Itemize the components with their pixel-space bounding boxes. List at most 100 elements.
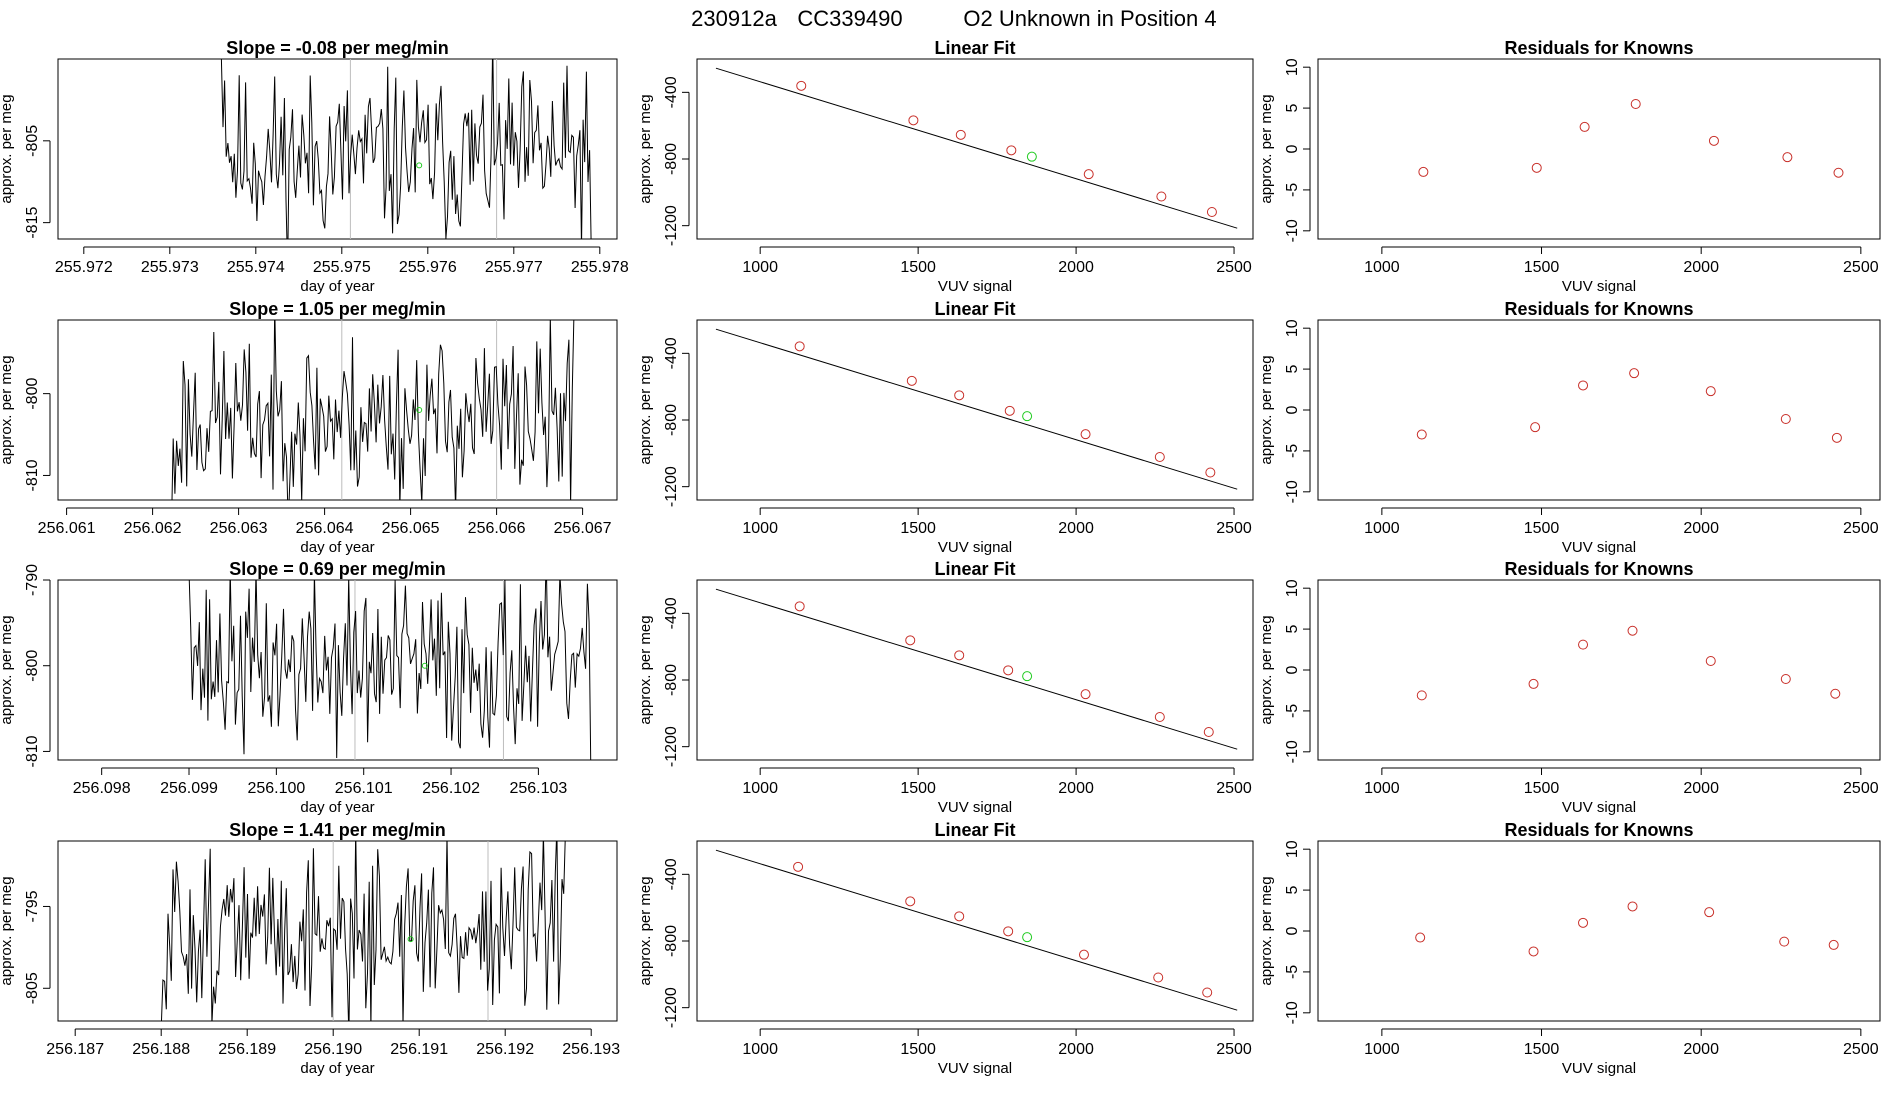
resid-r1-y-tick-label: 0 [1284,405,1301,414]
fit-r3-title: Linear Fit [934,820,1015,840]
trace-r2-x-tick-label: 256.098 [73,780,131,797]
resid-r0-residual-point [1833,167,1844,178]
resid-r1-x-tick-label: 2000 [1683,520,1719,537]
fit-r2-y-tick-label: -1200 [663,726,680,767]
fit-r2-known-point [1080,689,1091,700]
trace-r3-x-tick-label: 256.191 [390,1041,448,1058]
resid-r3-residual-point [1704,907,1715,918]
resid-r3-x-tick-label: 2000 [1683,1041,1719,1058]
resid-r0-residual-point [1630,99,1641,109]
trace-r2-x-tick-label: 256.100 [247,780,305,797]
resid-r2-frame [1317,579,1881,761]
trace-r3-x-tick-label: 256.188 [132,1041,190,1058]
trace-r3-x-tick-label: 256.187 [46,1041,104,1058]
fit-r2-known-point [1154,712,1165,722]
resid-r0-x-tick-label: 2500 [1843,259,1879,276]
resid-r1-title: Residuals for Knowns [1504,299,1693,319]
resid-r3-y-tick-label: 5 [1284,886,1301,895]
resid-r3-residual-point [1415,932,1426,943]
trace-r1-frame [57,319,618,501]
title-cylinder: CC339490 [797,6,902,31]
resid-r2-y-tick-label: -5 [1284,704,1301,718]
fit-r0-x-tick-label: 2500 [1216,259,1252,276]
resid-r0-frame [1317,58,1881,240]
trace-r1-unknown-marker [416,407,423,413]
resid-r0-y-tick-label: 5 [1284,104,1301,113]
resid-r2-y-label: approx. per meg [1258,615,1275,724]
resid-r3-y-tick-label: -10 [1284,1001,1301,1024]
resid-r3-y-tick-label: 0 [1284,926,1301,935]
resid-r0-residual-point [1579,121,1590,132]
resid-r0-residual-point [1418,166,1429,177]
fit-r3-x-tick-label: 1000 [742,1041,778,1058]
resid-r2-y-tick-label: -10 [1284,740,1301,763]
fit-r0-plot-area [715,67,1238,229]
fit-r2-y-label: approx. per meg [637,615,654,724]
fit-r0-known-point [908,115,919,126]
resid-r2-residual-point [1705,656,1716,666]
fit-r0-known-point [1006,145,1017,156]
fit-r1-frame [696,319,1254,501]
fit-r3-panel: Linear Fit 1000 1500 2000 2500 VUV signal -400… [637,820,1254,1077]
fit-r1-known-point [906,375,917,386]
trace-r3-unknown-marker [407,936,414,943]
panel-grid: Slope = -0.08 per meg/min 255.972 255.973 2… [0,38,1881,1077]
fit-r3-x-tick-label: 2000 [1058,1041,1094,1058]
trace-r0-x-tick-label: 255.976 [399,259,457,276]
resid-r3-y-tick-label: -5 [1284,965,1301,979]
resid-r1-residual-point [1831,432,1842,443]
resid-r2-residual-point [1416,690,1427,701]
fit-r3-y-tick-label: -800 [663,925,680,957]
resid-r2-x-tick-label: 2000 [1683,780,1719,797]
fit-r2-y-tick-label: -800 [663,664,680,696]
trace-r1-x-tick-label: 256.065 [382,520,440,537]
resid-r2-residual-point [1627,625,1638,636]
trace-r0-y-tick-label: -815 [24,207,41,239]
resid-r1-y-label: approx. per meg [1258,355,1275,464]
resid-r0-x-label: VUV signal [1562,278,1636,295]
fit-r0-x-tick-label: 2000 [1058,259,1094,276]
fit-r3-frame [696,840,1254,1022]
fit-r3-plot-area [715,849,1238,1011]
resid-r0-y-tick-label: -10 [1284,219,1301,242]
resid-r1-plot-area [1416,368,1842,443]
resid-r3-x-tick-label: 2500 [1843,1041,1879,1058]
fit-r1-title: Linear Fit [934,299,1015,319]
resid-r1-residual-point [1416,429,1427,440]
trace-r1-x-tick-label: 256.063 [210,520,268,537]
trace-r0-x-tick-label: 255.974 [227,259,285,276]
resid-r2-x-tick-label: 1500 [1524,780,1560,797]
fit-r2-x-tick-label: 2000 [1058,780,1094,797]
trace-r3-trace-line [160,841,566,1021]
resid-r3-residual-point [1528,946,1539,957]
trace-r3-x-label: day of year [300,1060,374,1077]
trace-r1-y-tick-label: -810 [24,459,41,491]
trace-r0-plot-area [220,59,592,239]
trace-r1-x-tick-label: 256.061 [38,520,96,537]
resid-r1-residual-point [1705,386,1716,397]
resid-r1-panel: Residuals for Knowns 1000 1500 2000 2500 VUV … [1258,299,1881,556]
trace-r3-y-tick-label: -805 [24,972,41,1004]
resid-r3-x-label: VUV signal [1562,1060,1636,1077]
resid-r1-y-tick-label: -5 [1284,444,1301,458]
fit-r2-unknown-point [1022,671,1033,682]
trace-r3-title: Slope = 1.41 per meg/min [229,820,446,840]
fit-r2-fit-line [715,588,1238,750]
fit-r3-known-point [1202,987,1213,998]
fit-r0-y-tick-label: -400 [663,76,680,108]
fit-r1-x-tick-label: 1000 [742,520,778,537]
fit-r0-known-point [1206,207,1217,217]
trace-r3-y-tick-label: -795 [24,890,41,922]
resid-r3-plot-area [1415,901,1839,957]
resid-r2-residual-point [1780,674,1791,684]
fit-r1-known-point [794,341,805,352]
resid-r0-residual-point [1531,162,1542,173]
trace-r0-x-tick-label: 255.973 [141,259,199,276]
trace-r2-x-tick-label: 256.103 [509,780,567,797]
fit-r1-x-tick-label: 2500 [1216,520,1252,537]
fit-r1-plot-area [715,328,1238,490]
fit-r3-y-label: approx. per meg [637,876,654,985]
trace-r1-title: Slope = 1.05 per meg/min [229,299,446,319]
resid-r2-x-tick-label: 2500 [1843,780,1879,797]
fit-r1-known-point [1205,467,1216,478]
